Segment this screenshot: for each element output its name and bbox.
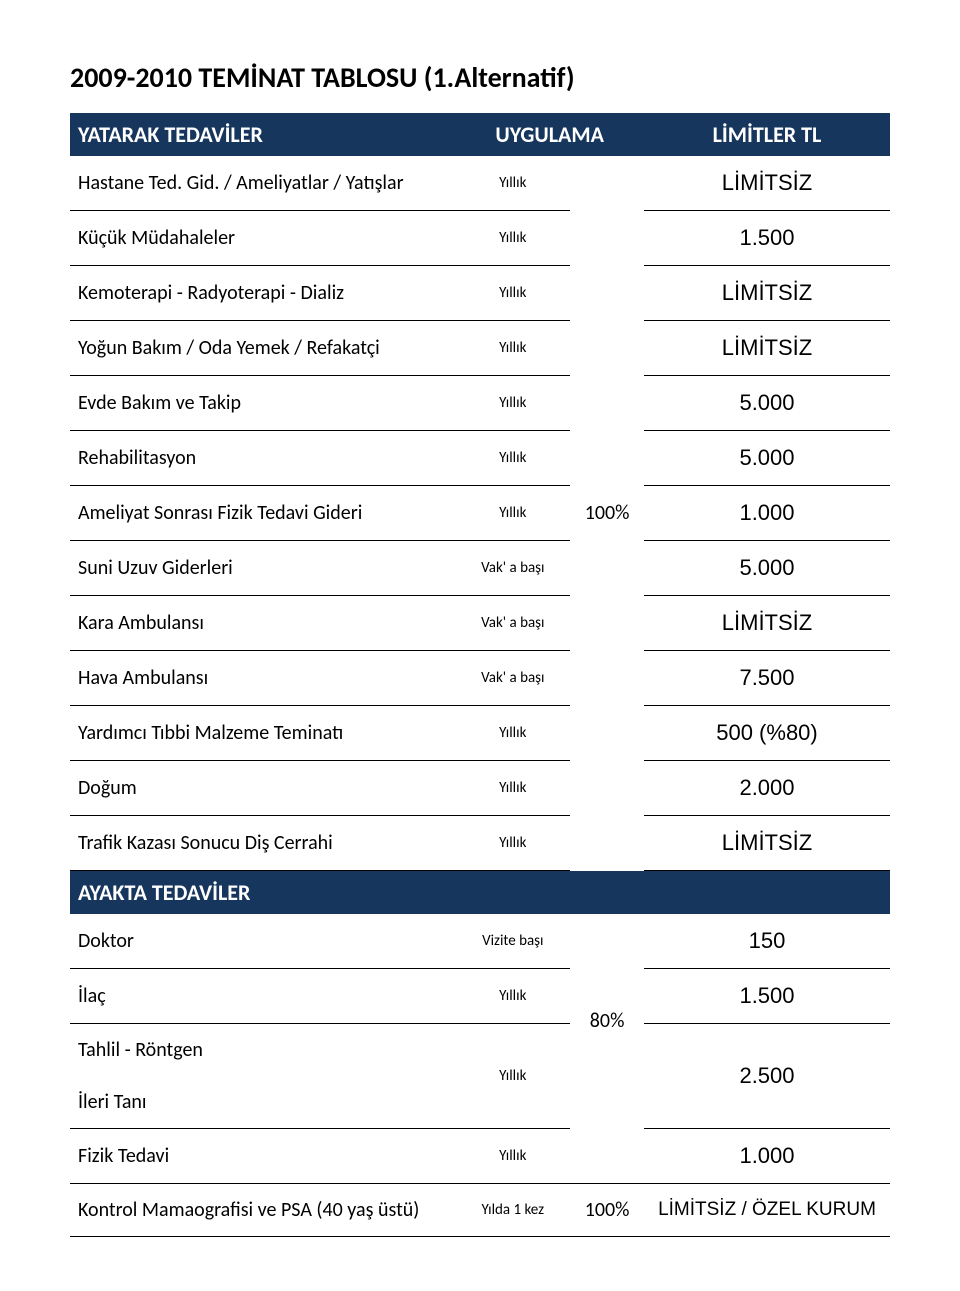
percentage-spacer (570, 1129, 644, 1184)
row-label: Kemoterapi - Radyoterapi - Dializ (70, 266, 455, 321)
section-title-outpatient: AYAKTA TEDAVİLER (70, 871, 890, 915)
percentage-cell-outpatient-a: 80% (570, 914, 644, 1129)
row-label: Rehabilitasyon (70, 431, 455, 486)
table-row: Hastane Ted. Gid. / Ameliyatlar / Yatışl… (70, 156, 890, 211)
row-unit: Yıllık (455, 969, 570, 1024)
row-label: Kara Ambulansı (70, 596, 455, 651)
row-label: İleri Tanı (70, 1076, 455, 1129)
row-unit: Yıllık (455, 266, 570, 321)
row-label: Küçük Müdahaleler (70, 211, 455, 266)
row-unit: Vak' a başı (455, 596, 570, 651)
table-row: Trafik Kazası Sonucu Diş Cerrahi Yıllık … (70, 816, 890, 871)
row-limit: 150 (644, 914, 890, 969)
row-label: Kontrol Mamaografisi ve PSA (40 yaş üstü… (70, 1184, 455, 1237)
row-limit: 1.000 (644, 1129, 890, 1184)
table-row: Evde Bakım ve Takip Yıllık 5.000 (70, 376, 890, 431)
row-label: Suni Uzuv Giderleri (70, 541, 455, 596)
table-row: Tahlil - Röntgen Yıllık 2.500 (70, 1024, 890, 1077)
row-limit: LİMİTSİZ (644, 156, 890, 211)
row-unit: Yıllık (455, 706, 570, 761)
table-row: Doğum Yıllık 2.000 (70, 761, 890, 816)
percentage-cell-outpatient-b: 100% (570, 1184, 644, 1237)
row-unit: Yıllık (455, 321, 570, 376)
row-unit: Vak' a başı (455, 541, 570, 596)
section-header-inpatient: YATARAK TEDAVİLER UYGULAMA LİMİTLER TL (70, 113, 890, 156)
row-label: Doktor (70, 914, 455, 969)
row-label: Tahlil - Röntgen (70, 1024, 455, 1077)
row-unit: Vak' a başı (455, 651, 570, 706)
row-label: Hava Ambulansı (70, 651, 455, 706)
table-row: Kontrol Mamaografisi ve PSA (40 yaş üstü… (70, 1184, 890, 1237)
row-label: Ameliyat Sonrası Fizik Tedavi Gideri (70, 486, 455, 541)
header-col-application: UYGULAMA (455, 113, 644, 156)
page: 2009-2010 TEMİNAT TABLOSU (1.Alternatif)… (0, 0, 960, 1277)
coverage-table: YATARAK TEDAVİLER UYGULAMA LİMİTLER TL H… (70, 113, 890, 1237)
table-row: Hava Ambulansı Vak' a başı 7.500 (70, 651, 890, 706)
row-limit: 2.000 (644, 761, 890, 816)
row-unit: Vizite başı (455, 914, 570, 969)
row-unit: Yıllık (455, 156, 570, 211)
table-row: Yoğun Bakım / Oda Yemek / Refakatçi Yıll… (70, 321, 890, 376)
table-row: Suni Uzuv Giderleri Vak' a başı 5.000 (70, 541, 890, 596)
table-row: Doktor Vizite başı 80% 150 (70, 914, 890, 969)
row-label: Yoğun Bakım / Oda Yemek / Refakatçi (70, 321, 455, 376)
row-limit: 1.000 (644, 486, 890, 541)
row-unit: Yıllık (455, 376, 570, 431)
row-unit: Yılda 1 kez (455, 1184, 570, 1237)
row-label: İlaç (70, 969, 455, 1024)
row-label: Doğum (70, 761, 455, 816)
row-unit: Yıllık (455, 816, 570, 871)
row-unit: Yıllık (455, 486, 570, 541)
row-label: Yardımcı Tıbbi Malzeme Teminatı (70, 706, 455, 761)
row-limit: LİMİTSİZ (644, 266, 890, 321)
row-label: Fizik Tedavi (70, 1129, 455, 1184)
row-label: Evde Bakım ve Takip (70, 376, 455, 431)
table-row: Küçük Müdahaleler Yıllık 1.500 (70, 211, 890, 266)
table-row: Kemoterapi - Radyoterapi - Dializ Yıllık… (70, 266, 890, 321)
section-header-outpatient: AYAKTA TEDAVİLER (70, 871, 890, 915)
header-col-treatments: YATARAK TEDAVİLER (70, 113, 455, 156)
row-unit: Yıllık (455, 211, 570, 266)
row-limit: 5.000 (644, 431, 890, 486)
row-label: Trafik Kazası Sonucu Diş Cerrahi (70, 816, 455, 871)
row-limit: 500 (%80) (644, 706, 890, 761)
row-unit: Yıllık (455, 431, 570, 486)
table-row: Kara Ambulansı Vak' a başı LİMİTSİZ (70, 596, 890, 651)
row-limit: 1.500 (644, 211, 890, 266)
row-limit: 7.500 (644, 651, 890, 706)
row-limit: 5.000 (644, 541, 890, 596)
header-col-limits: LİMİTLER TL (644, 113, 890, 156)
page-title: 2009-2010 TEMİNAT TABLOSU (1.Alternatif) (70, 60, 890, 95)
table-row: İlaç Yıllık 1.500 (70, 969, 890, 1024)
row-limit: 2.500 (644, 1024, 890, 1129)
row-unit: Yıllık (455, 1024, 570, 1129)
row-limit: 5.000 (644, 376, 890, 431)
row-limit: LİMİTSİZ (644, 596, 890, 651)
row-label: Hastane Ted. Gid. / Ameliyatlar / Yatışl… (70, 156, 455, 211)
row-unit: Yıllık (455, 761, 570, 816)
row-unit: Yıllık (455, 1129, 570, 1184)
row-limit: LİMİTSİZ / ÖZEL KURUM (644, 1184, 890, 1237)
table-row: Rehabilitasyon Yıllık 5.000 (70, 431, 890, 486)
table-row: Ameliyat Sonrası Fizik Tedavi Gideri Yıl… (70, 486, 890, 541)
percentage-cell-inpatient: 100% (570, 156, 644, 871)
row-limit: LİMİTSİZ (644, 816, 890, 871)
table-row: Yardımcı Tıbbi Malzeme Teminatı Yıllık 5… (70, 706, 890, 761)
row-limit: LİMİTSİZ (644, 321, 890, 376)
row-limit: 1.500 (644, 969, 890, 1024)
table-row: Fizik Tedavi Yıllık 1.000 (70, 1129, 890, 1184)
